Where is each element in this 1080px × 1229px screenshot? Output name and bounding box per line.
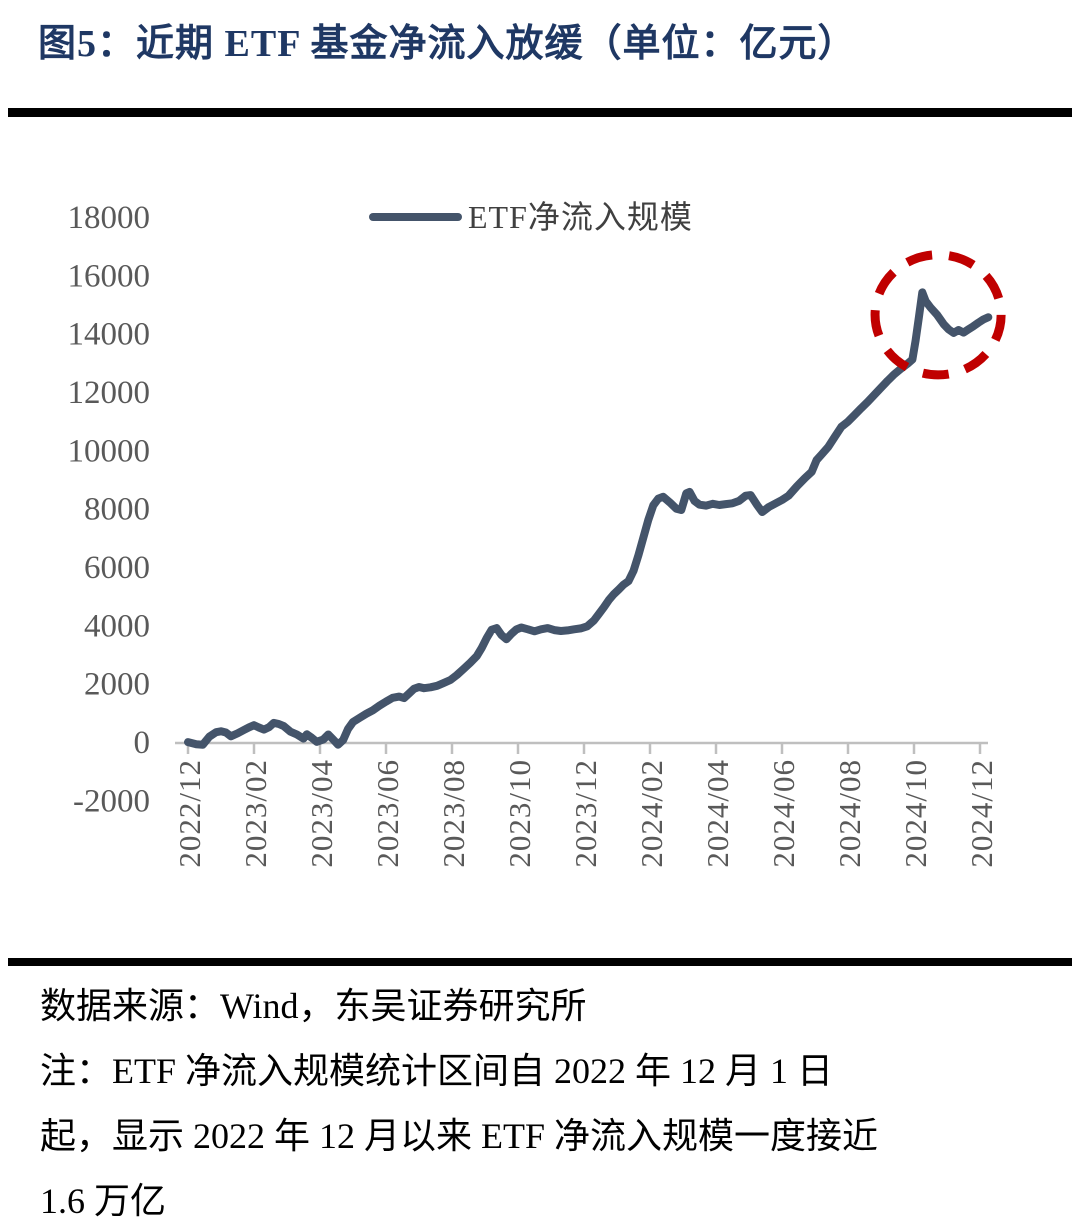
x-tick-label: 2024/12 <box>964 759 999 868</box>
y-tick-label: 4000 <box>84 608 150 644</box>
chart-legend: ETF净流入规模 <box>369 192 693 238</box>
x-tick-label: 2023/12 <box>568 759 603 868</box>
x-tick-label: 2023/10 <box>502 759 537 868</box>
x-tick-label: 2023/02 <box>238 759 273 868</box>
y-tick-label: 10000 <box>68 433 151 469</box>
x-tick-label: 2023/06 <box>370 759 405 868</box>
x-tick-label: 2024/02 <box>634 759 669 868</box>
y-tick-label: 18000 <box>68 200 151 236</box>
legend-label: ETF净流入规模 <box>468 199 693 235</box>
x-tick-label: 2024/06 <box>766 759 801 868</box>
etf-net-inflow-chart: 2022/12 2023/02 2023/04 2023/06 2023/08 2023/… <box>68 200 1006 868</box>
y-tick-label: 12000 <box>68 375 151 411</box>
y-tick-label: 6000 <box>84 550 150 586</box>
legend-line-swatch <box>369 212 462 221</box>
y-tick-label: 14000 <box>68 317 151 353</box>
y-tick-label: 2000 <box>84 667 150 703</box>
y-tick-label: 16000 <box>68 258 151 294</box>
figure-notes: 数据来源：Wind，东吴证券研究所 注：ETF 净流入规模统计区间自 2022 … <box>40 974 1050 1229</box>
y-tick-label: -2000 <box>73 783 150 819</box>
highlight-circle-annotation <box>870 250 1006 380</box>
x-tick-label: 2023/08 <box>436 759 471 868</box>
note-line: 起，显示 2022 年 12 月以来 ETF 净流入规模一度接近 <box>40 1116 879 1156</box>
x-tick-label: 2024/04 <box>700 759 735 868</box>
bottom-divider-rule <box>8 958 1072 966</box>
y-tick-label: 0 <box>134 725 151 761</box>
etf-net-inflow-line <box>184 288 993 749</box>
figure-title: 图5：近期 ETF 基金净流入放缓（单位：亿元） <box>38 23 857 65</box>
source-note: 数据来源：Wind，东吴证券研究所 <box>40 986 587 1026</box>
note-line: 注：ETF 净流入规模统计区间自 2022 年 12 月 1 日 <box>40 1051 834 1091</box>
note-line: 1.6 万亿 <box>40 1181 167 1221</box>
y-tick-label: 8000 <box>84 492 150 528</box>
x-tick-label: 2023/04 <box>304 759 339 868</box>
top-divider-rule <box>8 108 1072 117</box>
x-tick-label: 2024/10 <box>898 759 933 868</box>
x-tick-label: 2022/12 <box>172 759 207 868</box>
x-tick-label: 2024/08 <box>832 759 867 868</box>
